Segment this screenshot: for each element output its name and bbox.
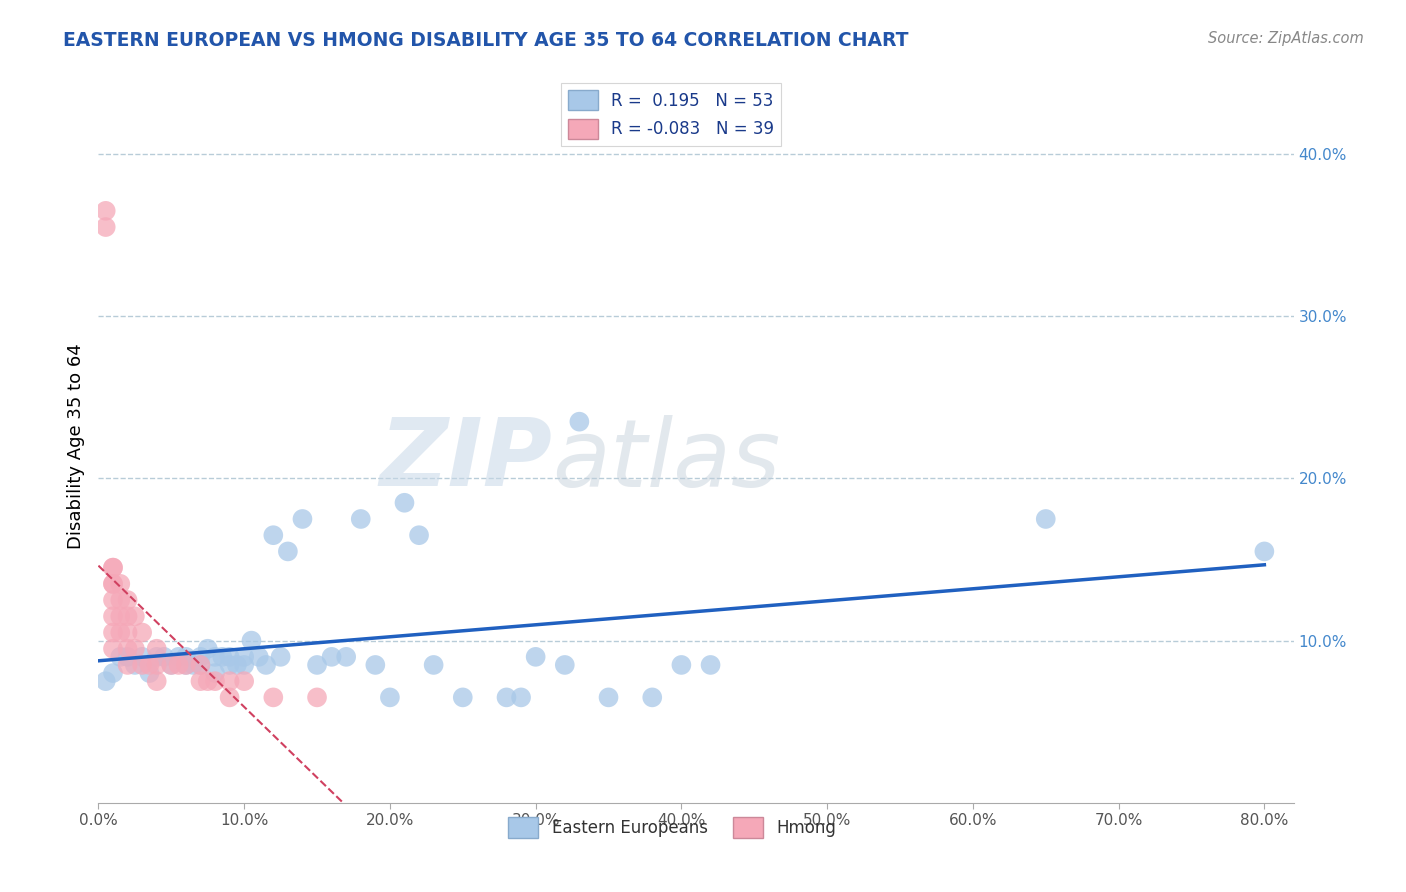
Point [378, 690, 401, 705]
Point [1035, 512, 1057, 526]
Point [190, 657, 212, 672]
Point [101, 577, 124, 591]
Point [94, 203, 117, 218]
Point [305, 657, 328, 672]
Point [145, 674, 167, 689]
Point [124, 609, 146, 624]
Point [145, 657, 167, 672]
Point [218, 690, 240, 705]
Legend: Eastern Europeans, Hmong: Eastern Europeans, Hmong [502, 811, 842, 845]
Point [138, 657, 160, 672]
Point [124, 641, 146, 656]
Point [510, 690, 533, 705]
Point [190, 649, 212, 664]
Point [131, 657, 153, 672]
Point [211, 649, 233, 664]
Point [110, 577, 132, 591]
Point [408, 528, 430, 542]
Point [174, 657, 197, 672]
Point [524, 649, 547, 664]
Point [160, 657, 183, 672]
Point [364, 657, 387, 672]
Point [101, 666, 124, 681]
Point [277, 544, 299, 558]
Point [1253, 544, 1275, 558]
Point [117, 657, 139, 672]
Point [174, 657, 197, 672]
Point [131, 649, 153, 664]
Point [218, 657, 240, 672]
Point [204, 674, 226, 689]
Point [495, 690, 517, 705]
Point [124, 657, 146, 672]
Point [350, 512, 373, 526]
Point [117, 609, 139, 624]
Point [321, 649, 343, 664]
Point [204, 649, 226, 664]
Point [153, 649, 176, 664]
Point [117, 625, 139, 640]
Point [422, 657, 444, 672]
Point [262, 690, 284, 705]
Point [145, 649, 167, 664]
Point [190, 674, 212, 689]
Point [101, 609, 124, 624]
Point [101, 593, 124, 607]
Point [554, 657, 576, 672]
Point [94, 674, 117, 689]
Point [110, 649, 132, 664]
Point [110, 625, 132, 640]
Point [641, 690, 664, 705]
Point [451, 690, 474, 705]
Point [117, 593, 139, 607]
Point [110, 609, 132, 624]
Point [117, 649, 139, 664]
Text: ZIP: ZIP [380, 414, 553, 507]
Y-axis label: Disability Age 35 to 64: Disability Age 35 to 64 [66, 343, 84, 549]
Point [101, 560, 124, 574]
Point [181, 657, 204, 672]
Point [233, 674, 256, 689]
Point [699, 657, 721, 672]
Point [197, 641, 219, 656]
Text: atlas: atlas [553, 415, 780, 506]
Point [254, 657, 277, 672]
Point [190, 657, 212, 672]
Point [335, 649, 357, 664]
Point [167, 649, 190, 664]
Point [233, 657, 256, 672]
Point [101, 560, 124, 574]
Point [101, 641, 124, 656]
Point [117, 641, 139, 656]
Point [394, 496, 416, 510]
Point [247, 649, 270, 664]
Point [262, 528, 284, 542]
Point [240, 633, 263, 648]
Point [138, 666, 160, 681]
Point [598, 690, 620, 705]
Text: EASTERN EUROPEAN VS HMONG DISABILITY AGE 35 TO 64 CORRELATION CHART: EASTERN EUROPEAN VS HMONG DISABILITY AGE… [63, 31, 908, 50]
Point [671, 657, 693, 672]
Point [110, 593, 132, 607]
Point [270, 649, 292, 664]
Point [131, 625, 153, 640]
Point [160, 657, 183, 672]
Text: Source: ZipAtlas.com: Source: ZipAtlas.com [1208, 31, 1364, 46]
Point [94, 220, 117, 235]
Point [174, 649, 197, 664]
Point [204, 666, 226, 681]
Point [197, 674, 219, 689]
Point [101, 577, 124, 591]
Point [225, 657, 247, 672]
Point [167, 657, 190, 672]
Point [305, 690, 328, 705]
Point [568, 415, 591, 429]
Point [291, 512, 314, 526]
Point [218, 674, 240, 689]
Point [218, 649, 240, 664]
Point [101, 625, 124, 640]
Point [233, 649, 256, 664]
Point [145, 641, 167, 656]
